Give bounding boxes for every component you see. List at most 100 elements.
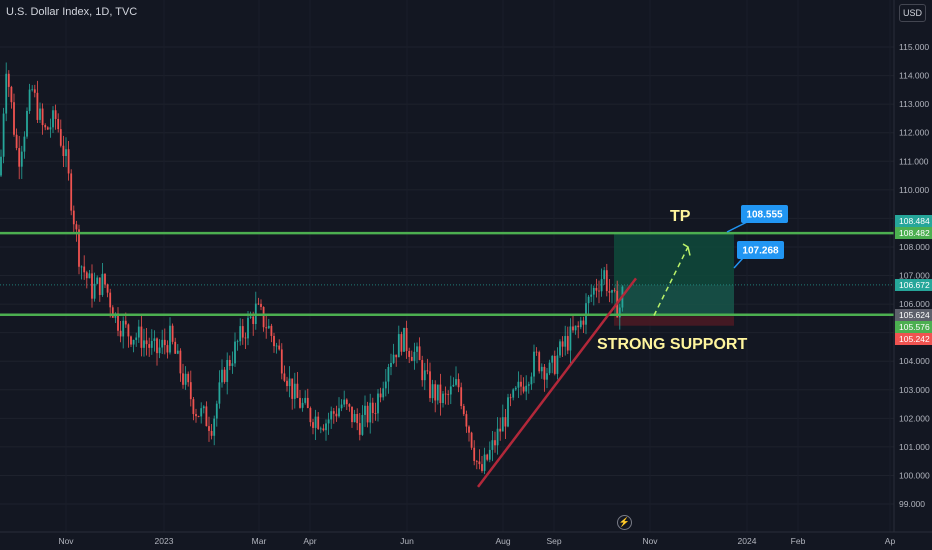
price-label-bg xyxy=(895,227,932,239)
candle xyxy=(501,404,504,432)
candle xyxy=(530,372,533,390)
candle xyxy=(486,453,489,462)
candle-body xyxy=(335,413,338,417)
candle xyxy=(0,149,2,178)
candle-body xyxy=(67,149,70,174)
candle-body xyxy=(377,393,379,414)
candle-body xyxy=(478,461,481,465)
candle-body xyxy=(538,352,541,372)
candle-body xyxy=(517,381,520,388)
candle-body xyxy=(148,344,151,348)
candle xyxy=(166,340,169,359)
candle-body xyxy=(587,296,590,304)
candle xyxy=(150,329,153,355)
candle-body xyxy=(577,325,580,328)
candle xyxy=(603,266,606,285)
candle xyxy=(319,426,322,434)
price-axis: 99.000 100.000 101.000 102.000 103.000 104.00… xyxy=(893,0,932,550)
candle xyxy=(418,337,421,361)
candle-body xyxy=(15,134,18,149)
candle-body xyxy=(13,102,15,135)
candle-body xyxy=(343,399,346,405)
candle-body xyxy=(106,284,109,293)
candle xyxy=(127,323,130,348)
candle-body xyxy=(169,325,171,353)
candle xyxy=(527,381,530,394)
candle xyxy=(46,126,49,131)
candle xyxy=(15,128,18,151)
candle xyxy=(54,104,57,130)
candle-body xyxy=(304,397,307,403)
candle-body xyxy=(603,270,606,280)
candle xyxy=(348,403,351,412)
callout-text: 107.268 xyxy=(742,246,779,257)
candle-body xyxy=(10,86,13,103)
candle-body xyxy=(46,127,49,130)
candle-body xyxy=(374,413,377,414)
candle-body xyxy=(119,330,122,337)
candle-body xyxy=(182,373,184,385)
candle xyxy=(184,366,187,390)
candle-body xyxy=(226,360,229,382)
price-label-text: 106.672 xyxy=(899,280,930,290)
currency-unit-button[interactable]: USD xyxy=(899,4,926,22)
candle xyxy=(39,102,41,123)
stop-loss-zone xyxy=(614,316,734,326)
candle-body xyxy=(408,350,411,357)
candlestick-series xyxy=(0,62,624,475)
candle xyxy=(382,381,385,401)
candle-body xyxy=(600,279,603,292)
candle-body xyxy=(364,405,366,415)
candle-body xyxy=(444,393,447,395)
candle xyxy=(577,321,580,339)
lightning-icon[interactable]: ⚡ xyxy=(617,515,632,530)
candle-body xyxy=(72,210,75,225)
candle xyxy=(270,323,273,343)
candle-body xyxy=(462,406,465,415)
price-label-bg xyxy=(895,321,932,333)
candle-body xyxy=(475,461,478,462)
candle-body xyxy=(566,336,569,351)
candle-body xyxy=(468,426,470,433)
candle xyxy=(345,398,348,410)
candle-body xyxy=(556,355,559,374)
candle-body xyxy=(551,355,554,363)
candle xyxy=(356,408,359,431)
candle xyxy=(358,412,361,441)
candle xyxy=(421,355,424,387)
candle-body xyxy=(101,273,104,295)
candle-body xyxy=(421,360,424,381)
candle-body xyxy=(41,108,44,126)
candle-body xyxy=(590,294,593,297)
candle-body xyxy=(403,327,405,352)
chart-grid xyxy=(0,46,894,505)
candle-body xyxy=(124,320,127,325)
candle-body xyxy=(465,414,468,427)
price-tick-label: 104.000 xyxy=(899,356,930,366)
candle xyxy=(369,393,372,434)
candle-body xyxy=(553,355,556,374)
price-label: 108.482 xyxy=(895,227,932,239)
candle xyxy=(205,401,208,427)
price-label-text: 105.624 xyxy=(899,310,930,320)
candle-body xyxy=(613,290,616,291)
candle xyxy=(366,401,369,428)
candle-body xyxy=(426,370,429,372)
candle-body xyxy=(5,73,8,114)
candle-body xyxy=(598,290,600,292)
price-tick-label: 103.000 xyxy=(899,385,930,395)
candle xyxy=(569,318,572,363)
candle-body xyxy=(187,373,190,383)
candle-body xyxy=(520,381,522,387)
time-axis: Nov 2023 Mar Apr Jun Aug Sep Nov 2024 Feb Ap xyxy=(0,531,932,546)
candle xyxy=(299,389,301,409)
candle-body xyxy=(322,428,325,431)
price-callout: 108.555 xyxy=(726,205,788,233)
candle xyxy=(522,377,525,394)
candle xyxy=(353,409,356,423)
candle-body xyxy=(595,287,598,291)
candle-body xyxy=(494,440,496,446)
candle-body xyxy=(356,413,359,424)
candle xyxy=(296,371,299,399)
